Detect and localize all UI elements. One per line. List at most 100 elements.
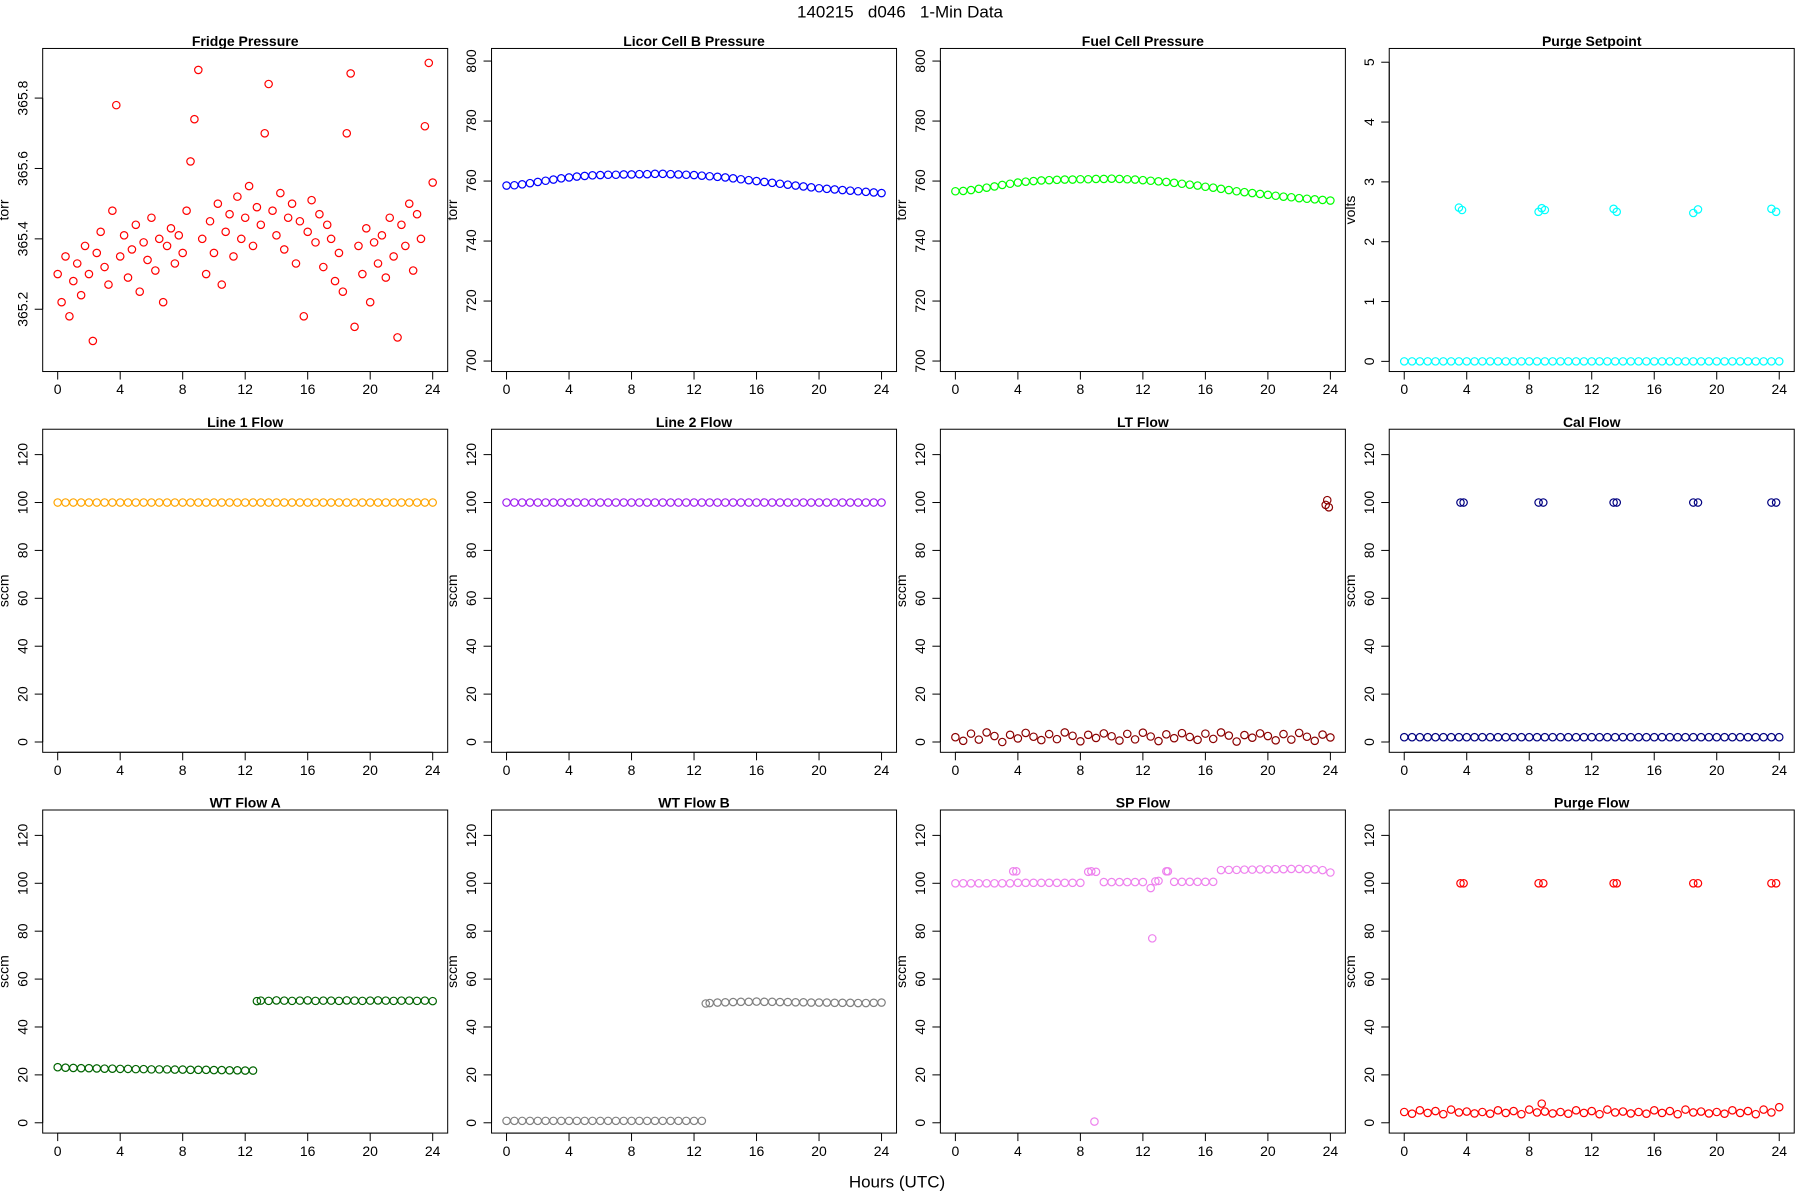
point [92,248,102,258]
y-tick-label: 4 [1361,118,1377,126]
point [1626,732,1636,742]
point [147,1065,156,1074]
point [744,498,754,507]
point [1091,174,1101,184]
point [1310,865,1320,874]
y-tick-label: 120 [1361,443,1377,467]
y-tick-label: 80 [463,542,479,558]
point [330,276,340,286]
point [1044,878,1054,888]
point [997,878,1007,888]
point [1642,732,1651,742]
panel-title: Cal Flow [1563,414,1621,430]
point [139,1064,148,1074]
point [154,498,164,507]
point [736,174,746,184]
point [1735,1108,1745,1118]
point [1407,1109,1417,1118]
point [76,498,86,507]
x-tick-label: 20 [1260,381,1276,397]
point [642,169,652,179]
point [1115,174,1124,184]
x-tick-label: 8 [628,381,636,397]
point [1185,180,1195,189]
x-tick-label: 24 [1771,1143,1787,1159]
point [1012,867,1021,876]
point [974,184,984,194]
point [595,498,605,507]
y-tick-label: 80 [912,542,928,558]
point [233,1066,242,1075]
point [767,498,777,507]
point [728,997,738,1007]
point [1751,1109,1761,1119]
y-tick-label: 720 [912,289,928,313]
point [1008,867,1018,876]
x-tick-label: 8 [179,1143,187,1159]
point [252,202,262,212]
point [1076,174,1085,184]
point [1610,732,1620,742]
point [1013,178,1023,187]
point [236,234,246,244]
point [365,498,375,507]
point [166,224,176,233]
point [1704,357,1714,366]
point [1279,192,1288,201]
point [1456,878,1465,888]
point [510,498,519,507]
point [611,170,621,180]
plot-box [491,809,898,1134]
point [1415,1106,1425,1115]
point [1485,732,1495,742]
point [611,1116,621,1126]
point [381,996,391,1005]
y-tick-label: 100 [912,491,928,515]
point [666,169,675,179]
point [1029,176,1038,186]
point [845,186,855,195]
point [705,171,714,181]
point [1618,357,1628,366]
point [974,878,984,888]
point [69,276,78,286]
point [84,498,94,507]
point [428,178,437,187]
point [1318,730,1327,739]
x-tick-label: 16 [749,762,765,778]
point [1634,1107,1643,1117]
point [1021,177,1030,186]
point [1728,1106,1737,1115]
point [404,498,414,507]
point [1185,877,1195,887]
y-tick-label: 760 [912,169,928,193]
x-tick-label: 20 [1709,762,1725,778]
point [1407,357,1417,366]
point [217,498,227,507]
point [1255,865,1265,874]
point [1240,865,1249,874]
point [1728,357,1737,366]
x-tick-label: 24 [874,381,890,397]
point [397,498,406,507]
point [1037,878,1046,888]
point [217,280,227,289]
point [346,69,355,78]
point [533,1116,543,1126]
y-tick-label: 0 [463,1119,479,1127]
point [1302,864,1312,874]
point [861,998,871,1008]
point [1774,357,1784,366]
point [1169,733,1179,743]
point [1060,878,1070,888]
point [611,498,621,507]
y-tick-label: 60 [912,590,928,606]
point [619,498,629,507]
y-tick-label: 40 [1361,638,1377,654]
point [1571,732,1581,742]
point [1177,728,1187,738]
point [697,1116,707,1126]
point [233,498,242,507]
point [760,177,769,187]
